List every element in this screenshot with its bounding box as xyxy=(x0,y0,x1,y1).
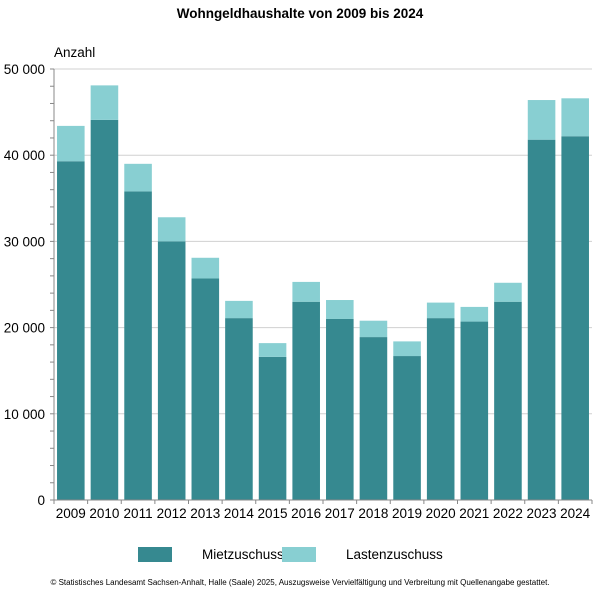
bars xyxy=(57,85,589,501)
bar-mietzuschuss-2021 xyxy=(460,321,489,500)
bar-lastenzuschuss-2021 xyxy=(460,306,489,322)
y-tick-label-5: 50 000 xyxy=(4,62,45,77)
bar-mietzuschuss-2017 xyxy=(326,318,354,500)
bar-mietzuschuss-2022 xyxy=(494,301,522,500)
bar-mietzuschuss-2023 xyxy=(527,139,556,500)
x-tick-label-2011: 2011 xyxy=(124,506,153,521)
x-tick-label-2022: 2022 xyxy=(493,506,523,521)
y-tick-labels: 0 10 000 20 000 30 000 40 000 50 000 xyxy=(4,62,45,508)
bar-lastenzuschuss-2011 xyxy=(124,163,152,192)
bar-lastenzuschuss-2012 xyxy=(157,217,186,242)
bar-lastenzuschuss-2019 xyxy=(393,341,421,357)
bar-lastenzuschuss-2017 xyxy=(326,300,354,319)
x-tick-label-2023: 2023 xyxy=(527,506,557,521)
x-tick-label-2012: 2012 xyxy=(157,506,187,521)
x-tick-label-2016: 2016 xyxy=(291,506,321,521)
bar-mietzuschuss-2024 xyxy=(561,136,589,500)
bar-mietzuschuss-2015 xyxy=(258,356,287,500)
bar-mietzuschuss-2019 xyxy=(393,356,421,500)
bar-lastenzuschuss-2016 xyxy=(292,281,320,302)
bar-lastenzuschuss-2024 xyxy=(561,98,589,137)
y-tick-label-3: 30 000 xyxy=(4,234,45,249)
bar-lastenzuschuss-2009 xyxy=(57,125,85,162)
bar-lastenzuschuss-2010 xyxy=(90,85,119,120)
legend: Mietzuschuss Lastenzuschuss xyxy=(0,547,600,567)
x-tick-label-2013: 2013 xyxy=(190,506,220,521)
legend-label-lastenzuschuss: Lastenzuschuss xyxy=(346,547,443,562)
x-tick-label-2020: 2020 xyxy=(426,506,456,521)
y-tick-label-1: 10 000 xyxy=(4,407,45,422)
axes xyxy=(50,68,593,504)
legend-swatch-mietzuschuss xyxy=(138,547,172,562)
bar-mietzuschuss-2020 xyxy=(426,318,455,500)
x-tick-label-2010: 2010 xyxy=(89,506,119,521)
legend-item-mietzuschuss: Mietzuschuss xyxy=(138,547,284,562)
bar-lastenzuschuss-2018 xyxy=(359,320,388,338)
x-tick-label-2009: 2009 xyxy=(56,506,86,521)
chart-title: Wohngeldhaushalte von 2009 bis 2024 xyxy=(176,6,424,21)
bar-lastenzuschuss-2023 xyxy=(527,100,556,140)
bar-mietzuschuss-2018 xyxy=(359,337,388,500)
x-tick-label-2015: 2015 xyxy=(258,506,288,521)
bar-mietzuschuss-2011 xyxy=(124,191,152,501)
y-tick-label-4: 40 000 xyxy=(4,148,45,163)
bar-lastenzuschuss-2022 xyxy=(494,282,522,302)
y-tick-label-0: 0 xyxy=(37,493,45,508)
bar-mietzuschuss-2013 xyxy=(191,278,220,500)
bar-lastenzuschuss-2020 xyxy=(426,302,455,319)
bar-mietzuschuss-2010 xyxy=(90,119,119,500)
bar-mietzuschuss-2016 xyxy=(292,301,320,500)
legend-item-lastenzuschuss: Lastenzuschuss xyxy=(282,547,443,562)
x-tick-label-2014: 2014 xyxy=(224,506,255,521)
bar-mietzuschuss-2009 xyxy=(57,161,85,500)
bar-lastenzuschuss-2014 xyxy=(225,300,253,319)
legend-label-mietzuschuss: Mietzuschuss xyxy=(202,547,284,562)
legend-swatch-lastenzuschuss xyxy=(282,547,316,562)
x-tick-label-2018: 2018 xyxy=(358,506,388,521)
x-tick-label-2024: 2024 xyxy=(560,506,591,521)
bar-lastenzuschuss-2015 xyxy=(258,343,287,357)
copyright-footer: © Statistisches Landesamt Sachsen-Anhalt… xyxy=(50,578,550,587)
y-tick-label-2: 20 000 xyxy=(4,321,45,336)
x-tick-label-2019: 2019 xyxy=(392,506,422,521)
x-tick-labels: 2009 2010 2011 2012 2013 2014 2015 2016 2017 2018… xyxy=(56,506,591,521)
y-axis-label: Anzahl xyxy=(54,45,95,60)
bar-mietzuschuss-2012 xyxy=(157,241,186,500)
x-tick-label-2021: 2021 xyxy=(459,506,489,521)
x-tick-label-2017: 2017 xyxy=(325,506,355,521)
bar-mietzuschuss-2014 xyxy=(225,318,253,500)
bar-lastenzuschuss-2013 xyxy=(191,257,220,279)
